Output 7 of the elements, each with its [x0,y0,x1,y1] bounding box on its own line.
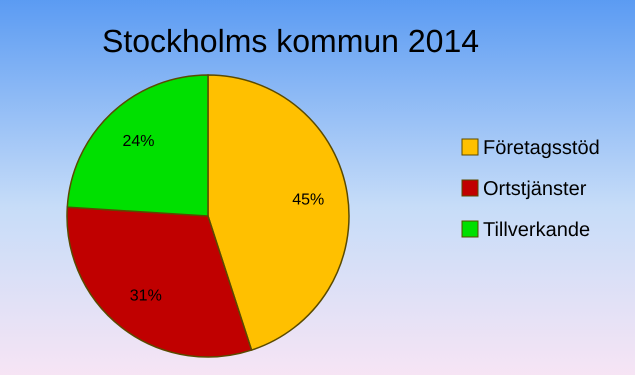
data-label: 45% [292,191,324,208]
legend-label: Företagsstöd [483,137,600,159]
data-label: 24% [122,133,155,150]
chart-title: Stockholms kommun 2014 [102,23,480,59]
data-label: 31% [130,287,162,304]
legend-label: Ortstjänster [483,178,587,200]
legend-label: Tillverkande [483,219,590,241]
